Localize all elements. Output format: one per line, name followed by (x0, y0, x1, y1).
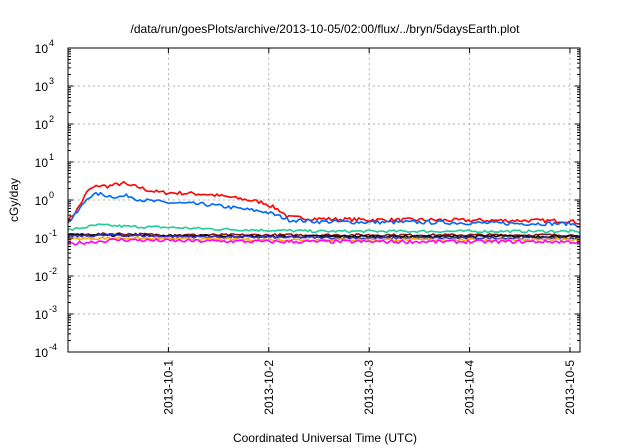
y-tick-label: 10 (35, 270, 49, 284)
y-tick-exponent: -1 (49, 228, 57, 238)
y-tick-label: 10 (35, 232, 49, 246)
x-tick-label: 2013-10-5 (563, 360, 577, 415)
series-line-1 (67, 180, 581, 225)
y-tick-label: 10 (35, 80, 49, 94)
y-tick-label: 10 (35, 118, 49, 132)
y-axis-label: cGy/day (7, 178, 21, 222)
series-line-2 (67, 191, 580, 228)
x-tick-label: 2013-10-4 (463, 360, 477, 415)
y-tick-exponent: 3 (49, 76, 54, 86)
x-tick-label: 2013-10-2 (262, 360, 276, 415)
series-line-6 (67, 233, 581, 240)
y-tick-exponent: -2 (49, 266, 57, 276)
series-line-3 (67, 223, 581, 235)
x-tick-label: 2013-10-1 (161, 360, 175, 415)
y-tick-label: 10 (35, 308, 49, 322)
grid (68, 48, 580, 352)
x-tick-label: 2013-10-3 (362, 360, 376, 415)
y-tick-exponent: -3 (49, 304, 57, 314)
y-tick-exponent: 2 (49, 114, 54, 124)
y-tick-label: 10 (35, 194, 49, 208)
y-tick-exponent: 0 (49, 190, 54, 200)
y-tick-label: 10 (35, 42, 49, 56)
chart-title: /data/run/goesPlots/archive/2013-10-05/0… (131, 22, 521, 36)
y-tick-label: 10 (35, 346, 49, 360)
y-tick-label: 10 (35, 156, 49, 170)
y-tick-exponent: 4 (49, 38, 54, 48)
series-group (67, 180, 581, 246)
series-line-8 (67, 237, 581, 246)
x-axis-label: Coordinated Universal Time (UTC) (233, 431, 417, 445)
x-axis: 2013-10-1 2013-10-2 2013-10-3 2013-10-4 2013… (161, 48, 577, 415)
y-tick-exponent: -4 (49, 342, 57, 352)
y-tick-exponent: 1 (49, 152, 54, 162)
